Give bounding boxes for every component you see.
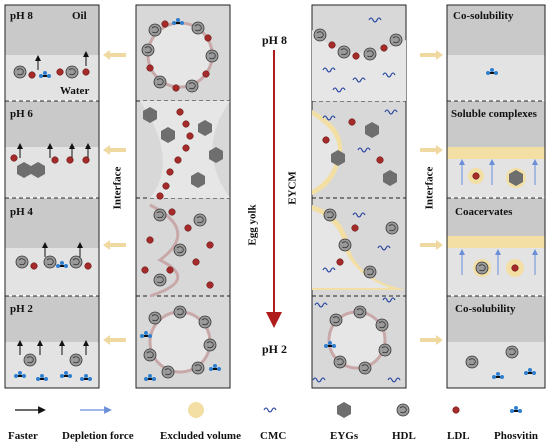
egg-yolk-label: Egg yolk — [246, 204, 259, 246]
ldl-swatch — [452, 406, 460, 414]
left-interface-arrows — [103, 50, 126, 345]
legend-phosvitin: Phosvitin — [494, 430, 539, 442]
left-ph8-label: pH 8 — [10, 10, 33, 22]
left-ph6-label: pH 6 — [10, 108, 33, 120]
hdl-swatch — [396, 403, 410, 417]
center-right-column — [311, 4, 407, 389]
legend-faster: Faster — [8, 430, 38, 442]
right-panel — [446, 4, 546, 389]
legend-eygs: EYGs — [330, 430, 359, 442]
soluble-complexes-label: Soluble complexes — [451, 108, 537, 120]
legend-ldl: LDL — [447, 430, 470, 442]
co-solubility-bottom-label: Co-solubility — [455, 303, 516, 315]
left-ph4-label: pH 4 — [10, 206, 33, 218]
legend — [15, 402, 523, 418]
right-interface-label: Interface — [423, 166, 436, 210]
legend-excluded-volume: Excluded volume — [160, 430, 241, 442]
water-label: Water — [60, 85, 90, 97]
excluded-volume-swatch — [188, 402, 204, 418]
legend-depletion-force: Depletion force — [62, 430, 134, 442]
coacervates-label: Coacervates — [455, 206, 513, 218]
left-panel — [4, 4, 100, 389]
right-interface-arrows — [420, 50, 443, 345]
left-interface-label: Interface — [111, 166, 124, 210]
co-solubility-top-label: Co-solubility — [453, 10, 514, 22]
ph2-bottom-label: pH 2 — [262, 342, 288, 356]
eygs-swatch — [337, 402, 351, 418]
ph8-top-label: pH 8 — [262, 33, 288, 47]
cmc-swatch — [263, 407, 277, 413]
phosvitin-swatch — [509, 405, 523, 414]
center-left-column — [135, 4, 231, 389]
legend-hdl: HDL — [392, 430, 416, 442]
oil-label: Oil — [72, 10, 87, 22]
eycm-label: EYCM — [286, 171, 299, 205]
left-ph2-label: pH 2 — [10, 303, 33, 315]
legend-cmc: CMC — [260, 430, 287, 442]
